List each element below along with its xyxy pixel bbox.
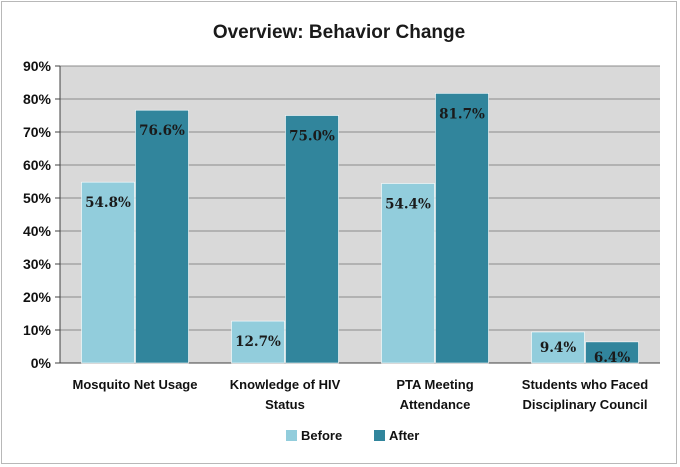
data-label-after-1: 76.6% [139,123,185,139]
bar-before-2 [231,320,285,364]
data-label-before-3: 54.4% [385,196,431,212]
y-tick-label: 10% [23,322,52,338]
data-label-before-2: 12.7% [235,334,281,350]
x-tick-label: Mosquito Net Usage [73,377,198,392]
x-tick-label: Knowledge of HIV [230,377,341,392]
y-tick-label: 60% [23,157,52,173]
y-tick-label: 80% [23,91,52,107]
legend-label-before: Before [301,428,342,443]
legend-swatch-after [374,430,385,441]
bar-before-1 [81,181,135,364]
data-label-before-1: 54.8% [85,195,131,211]
x-tick-label: Status [265,397,305,412]
data-label-before-4: 9.4% [540,340,576,356]
chart-title: Overview: Behavior Change [213,22,465,43]
x-tick-label: Disciplinary Council [523,397,648,412]
x-tick-label: PTA Meeting [396,377,473,392]
y-tick-label: 0% [31,355,52,371]
bar-after-4 [585,341,639,364]
data-label-after-2: 75.0% [289,129,335,145]
bar-before-3 [381,183,435,364]
y-tick-label: 50% [23,190,52,206]
legend-swatch-before [286,430,297,441]
bar-before-4 [531,331,585,364]
y-tick-label: 30% [23,256,52,272]
bar-after-2 [285,115,339,364]
legend-label-after: After [389,428,419,443]
x-tick-label: Students who Faced [522,377,648,392]
bar-after-3 [435,93,489,364]
y-tick-label: 90% [23,58,52,74]
bar-after-1 [135,109,189,364]
data-label-after-3: 81.7% [439,106,485,122]
x-tick-label: Attendance [400,397,471,412]
data-label-after-4: 6.4% [594,350,630,366]
y-tick-label: 70% [23,124,52,140]
y-tick-label: 20% [23,289,52,305]
y-tick-label: 40% [23,223,52,239]
